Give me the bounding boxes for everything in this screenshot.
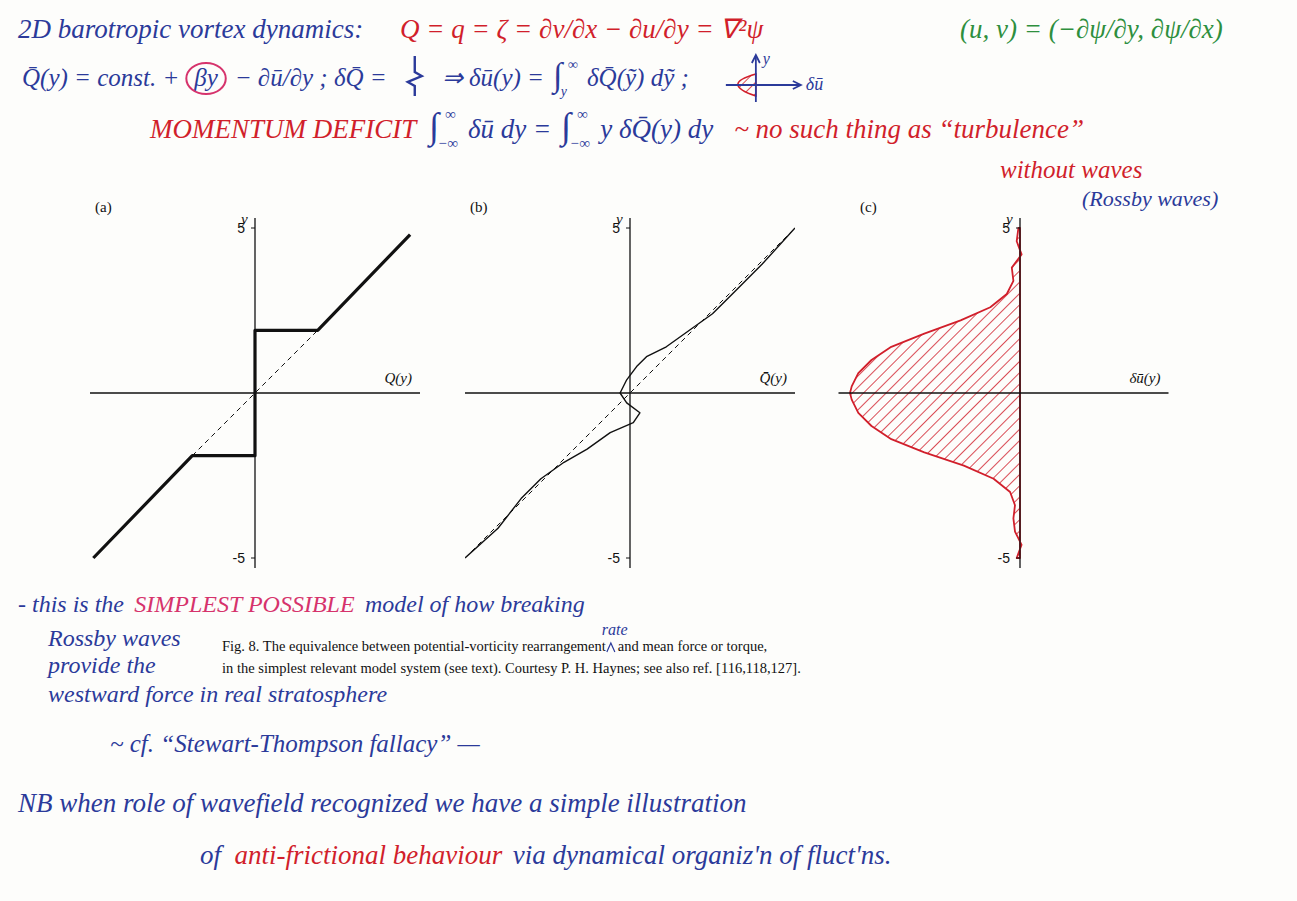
segment: (Rossby waves) — [1082, 186, 1218, 211]
segment: ~ no such thing as “turbulence” — [734, 114, 1084, 144]
segment: Rossby waves — [47, 625, 181, 651]
segment: MOMENTUM DEFICIT — [149, 114, 418, 144]
y-tick — [1016, 228, 1020, 229]
segment: Q = q = ζ = ∂v/∂x − ∂u/∂y = ∇²ψ — [400, 14, 764, 44]
text-line: provide the — [46, 652, 156, 678]
y-axis — [1019, 218, 1020, 568]
upper-limit: ∞ — [577, 106, 588, 122]
lower-limit: −∞ — [570, 135, 591, 151]
segment: − ∂ū/∂y ; δQ̄ = — [235, 64, 387, 91]
segment: βy — [193, 64, 218, 91]
segment: anti-frictional behaviour — [235, 840, 503, 870]
y-axis-label: y — [1004, 211, 1013, 227]
lower-limit: −∞ — [437, 135, 458, 151]
text-line: MOMENTUM DEFICIT∫−∞∞δū dy =∫−∞∞y δQ̄(y) … — [149, 106, 1084, 151]
text-line: (Rossby waves) — [1082, 186, 1218, 211]
chart-panel: 5-5Q(y)y(a) — [90, 199, 420, 568]
segment: ~ cf. “Stewart-Thompson fallacy” — — [110, 730, 481, 757]
segment: δū dy = — [468, 114, 551, 144]
segment: SIMPLEST POSSIBLE — [134, 591, 355, 617]
segment: via dynamical organiz'n of fluct'ns. — [513, 840, 892, 870]
sketch-label: δū — [806, 74, 823, 94]
circle-mark — [186, 63, 225, 94]
segment: Q̄(y) = const. + — [22, 64, 179, 92]
sketch-axis-label: y — [761, 50, 771, 68]
x-axis — [839, 392, 1169, 393]
caption-text: in the simplest relevant model system (s… — [222, 660, 801, 677]
text-line: of anti-frictional behaviour via dynamical… — [200, 840, 891, 870]
segment: 2D barotropic vortex dynamics: — [18, 14, 363, 44]
chart-panel: 5-5Q̄(y)y(b) — [465, 199, 795, 568]
text-line: 2D barotropic vortex dynamics: Q = q = ζ … — [18, 14, 1223, 44]
segment: NB when role of wavefield recognized we … — [17, 788, 746, 818]
segment: westward force in real stratosphere — [48, 681, 387, 707]
text-line: westward force in real stratosphere — [48, 681, 387, 707]
segment: provide the — [46, 652, 156, 678]
caption-text: and mean force or torque, — [618, 638, 767, 654]
text-line: Rossby waves — [47, 625, 181, 651]
y-tick-label: -5 — [608, 550, 621, 566]
y-axis-label: y — [614, 211, 623, 227]
text-line: ~ cf. “Stewart-Thompson fallacy” — — [110, 730, 481, 757]
x-axis-label: Q̄(y) — [760, 370, 787, 387]
page: 2D barotropic vortex dynamics: Q = q = ζ … — [0, 0, 1297, 901]
segment: ⇒ δū(y) = — [442, 64, 544, 92]
plot-marks — [93, 235, 410, 558]
y-tick — [251, 228, 255, 229]
y-tick-label: -5 — [998, 550, 1011, 566]
insert-caret — [607, 643, 615, 652]
text-line: without waves — [1000, 156, 1142, 183]
sketch-arrowhead — [793, 81, 801, 89]
series-line — [93, 235, 410, 558]
background — [0, 0, 1297, 901]
y-axis-label: y — [239, 211, 248, 227]
upper-limit: ∞ — [445, 106, 456, 122]
panel-letter: (a) — [95, 199, 112, 216]
segment: without waves — [1000, 156, 1142, 183]
y-tick — [1016, 558, 1020, 559]
delta-q-sketch — [408, 56, 422, 96]
y-tick — [626, 558, 630, 559]
text-line: Q̄(y) = const. + βy − ∂ū/∂y ; δQ̄ = ⇒ δū(y)… — [22, 56, 689, 99]
y-axis — [629, 218, 630, 568]
sketch-axis — [726, 84, 800, 86]
segment: δQ̄(ỹ) dỹ ; — [587, 64, 689, 92]
segment: y δQ̄(y) dy — [597, 114, 713, 144]
text-line: - this is the SIMPLEST POSSIBLE model of h… — [18, 591, 585, 617]
caption: Fig. 8. The equivalence between potentia… — [222, 621, 801, 677]
y-tick-label: -5 — [233, 550, 246, 566]
y-tick — [626, 228, 630, 229]
segment: of — [200, 840, 225, 870]
segment: - this is the — [18, 591, 124, 617]
y-tick — [251, 558, 255, 559]
segment: model of how breaking — [365, 591, 585, 617]
sketch-arrowhead — [752, 55, 760, 63]
x-axis-label: Q(y) — [385, 370, 412, 387]
lower-limit: y — [559, 84, 568, 99]
delta-u-sketch: y δū — [726, 50, 823, 102]
x-axis-label: δū(y) — [1129, 370, 1160, 387]
y-axis — [254, 218, 255, 568]
chart-panel: 5-5δū(y)y(c) — [839, 199, 1169, 568]
text-line: NB when role of wavefield recognized we … — [17, 788, 746, 818]
caption-insert: rate — [602, 621, 628, 638]
caption-text: Fig. 8. The equivalence between potentia… — [222, 638, 606, 654]
segment: (u, v) = (−∂ψ/∂y, ∂ψ/∂x) — [960, 14, 1223, 44]
panel-letter: (c) — [860, 199, 877, 216]
sketch-axis — [755, 56, 757, 102]
panel-letter: (b) — [470, 199, 488, 216]
upper-limit: ∞ — [568, 57, 578, 72]
